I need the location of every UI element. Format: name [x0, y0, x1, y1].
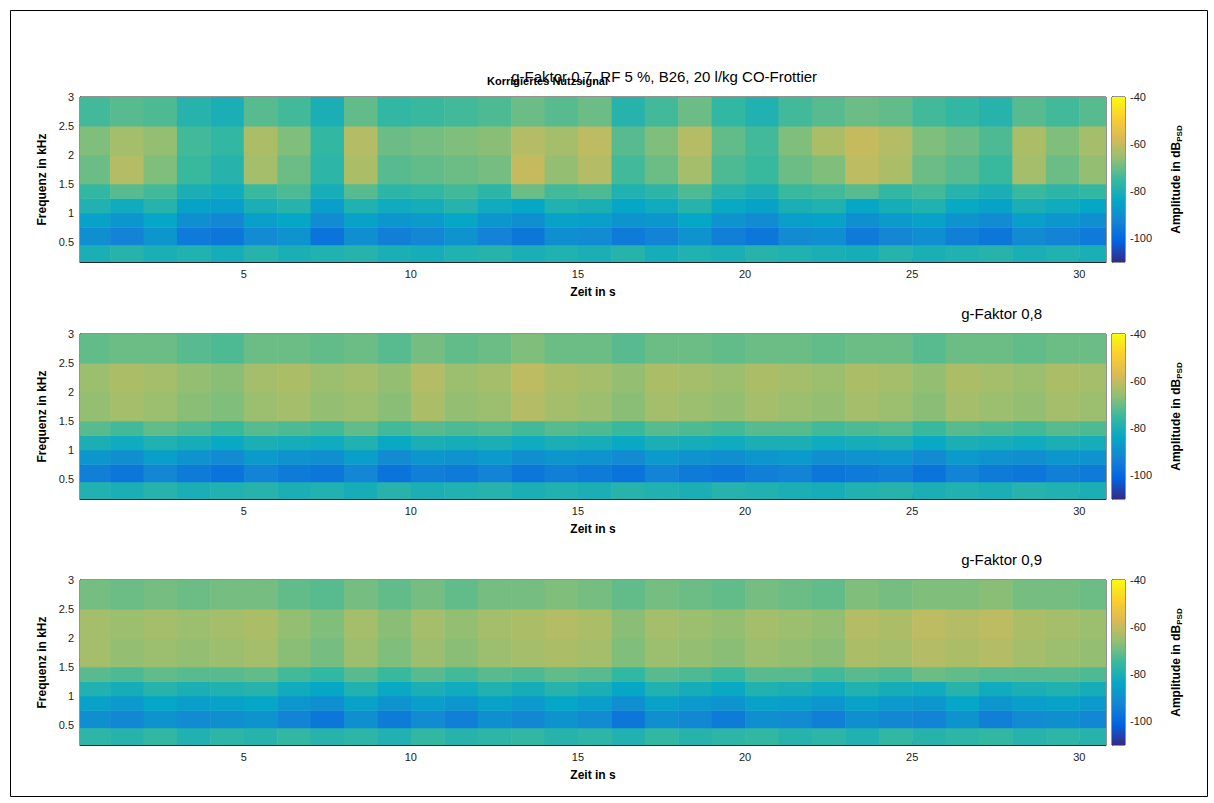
svg-text:15: 15: [572, 268, 584, 280]
svg-text:20: 20: [739, 505, 751, 517]
svg-text:-80: -80: [1130, 668, 1146, 680]
svg-text:-80: -80: [1130, 185, 1146, 197]
svg-text:2.5: 2.5: [59, 603, 74, 615]
svg-text:-40: -40: [1130, 328, 1146, 340]
svg-text:PSD: PSD: [1175, 125, 1184, 142]
svg-text:-40: -40: [1130, 91, 1146, 103]
svg-text:5: 5: [241, 505, 247, 517]
svg-text:PSD: PSD: [1175, 362, 1184, 379]
svg-text:10: 10: [405, 505, 417, 517]
svg-text:3: 3: [68, 574, 74, 586]
svg-text:2.5: 2.5: [59, 357, 74, 369]
svg-text:0.5: 0.5: [59, 719, 74, 731]
svg-text:30: 30: [1073, 751, 1085, 763]
svg-text:-80: -80: [1130, 422, 1146, 434]
svg-text:-60: -60: [1130, 621, 1146, 633]
svg-text:Amplitude in dB: Amplitude in dB: [1169, 624, 1183, 716]
svg-text:-100: -100: [1130, 469, 1152, 481]
svg-text:15: 15: [572, 505, 584, 517]
svg-text:5: 5: [241, 268, 247, 280]
svg-text:30: 30: [1073, 505, 1085, 517]
svg-text:1.5: 1.5: [59, 415, 74, 427]
svg-text:Amplitude in dB: Amplitude in dB: [1169, 378, 1183, 470]
svg-text:Frequenz in kHz: Frequenz in kHz: [35, 133, 49, 225]
svg-text:-100: -100: [1130, 232, 1152, 244]
svg-text:g-Faktor 0,9: g-Faktor 0,9: [961, 551, 1042, 568]
svg-text:25: 25: [906, 268, 918, 280]
svg-text:20: 20: [739, 268, 751, 280]
svg-text:-60: -60: [1130, 375, 1146, 387]
svg-text:-100: -100: [1130, 715, 1152, 727]
svg-text:Korrigiertes Nutzsignal: Korrigiertes Nutzsignal: [487, 75, 608, 87]
svg-text:g-Faktor 0,7, RF 5 %, B26, 20: g-Faktor 0,7, RF 5 %, B26, 20 l/kg CO-Fr…: [511, 68, 818, 85]
svg-text:2.5: 2.5: [59, 120, 74, 132]
svg-text:30: 30: [1073, 268, 1085, 280]
svg-text:5: 5: [241, 751, 247, 763]
svg-text:Frequenz in kHz: Frequenz in kHz: [35, 616, 49, 708]
svg-text:Frequenz in kHz: Frequenz in kHz: [35, 370, 49, 462]
svg-text:Zeit in s: Zeit in s: [570, 522, 616, 536]
svg-text:1: 1: [68, 207, 74, 219]
svg-text:2: 2: [68, 632, 74, 644]
svg-text:3: 3: [68, 91, 74, 103]
svg-text:2: 2: [68, 149, 74, 161]
svg-text:25: 25: [906, 751, 918, 763]
svg-text:3: 3: [68, 328, 74, 340]
svg-text:1.5: 1.5: [59, 661, 74, 673]
svg-text:Zeit in s: Zeit in s: [570, 768, 616, 782]
svg-text:Amplitude in dB: Amplitude in dB: [1169, 141, 1183, 233]
svg-text:-60: -60: [1130, 138, 1146, 150]
svg-text:PSD: PSD: [1175, 608, 1184, 625]
svg-text:1: 1: [68, 690, 74, 702]
svg-text:-40: -40: [1130, 574, 1146, 586]
svg-text:0.5: 0.5: [59, 473, 74, 485]
svg-text:10: 10: [405, 751, 417, 763]
svg-text:1: 1: [68, 444, 74, 456]
svg-text:10: 10: [405, 268, 417, 280]
svg-text:15: 15: [572, 751, 584, 763]
svg-text:0.5: 0.5: [59, 236, 74, 248]
svg-text:25: 25: [906, 505, 918, 517]
svg-text:g-Faktor 0,8: g-Faktor 0,8: [961, 305, 1042, 322]
svg-text:Zeit in s: Zeit in s: [570, 285, 616, 299]
svg-text:20: 20: [739, 751, 751, 763]
svg-text:1.5: 1.5: [59, 178, 74, 190]
svg-text:2: 2: [68, 386, 74, 398]
